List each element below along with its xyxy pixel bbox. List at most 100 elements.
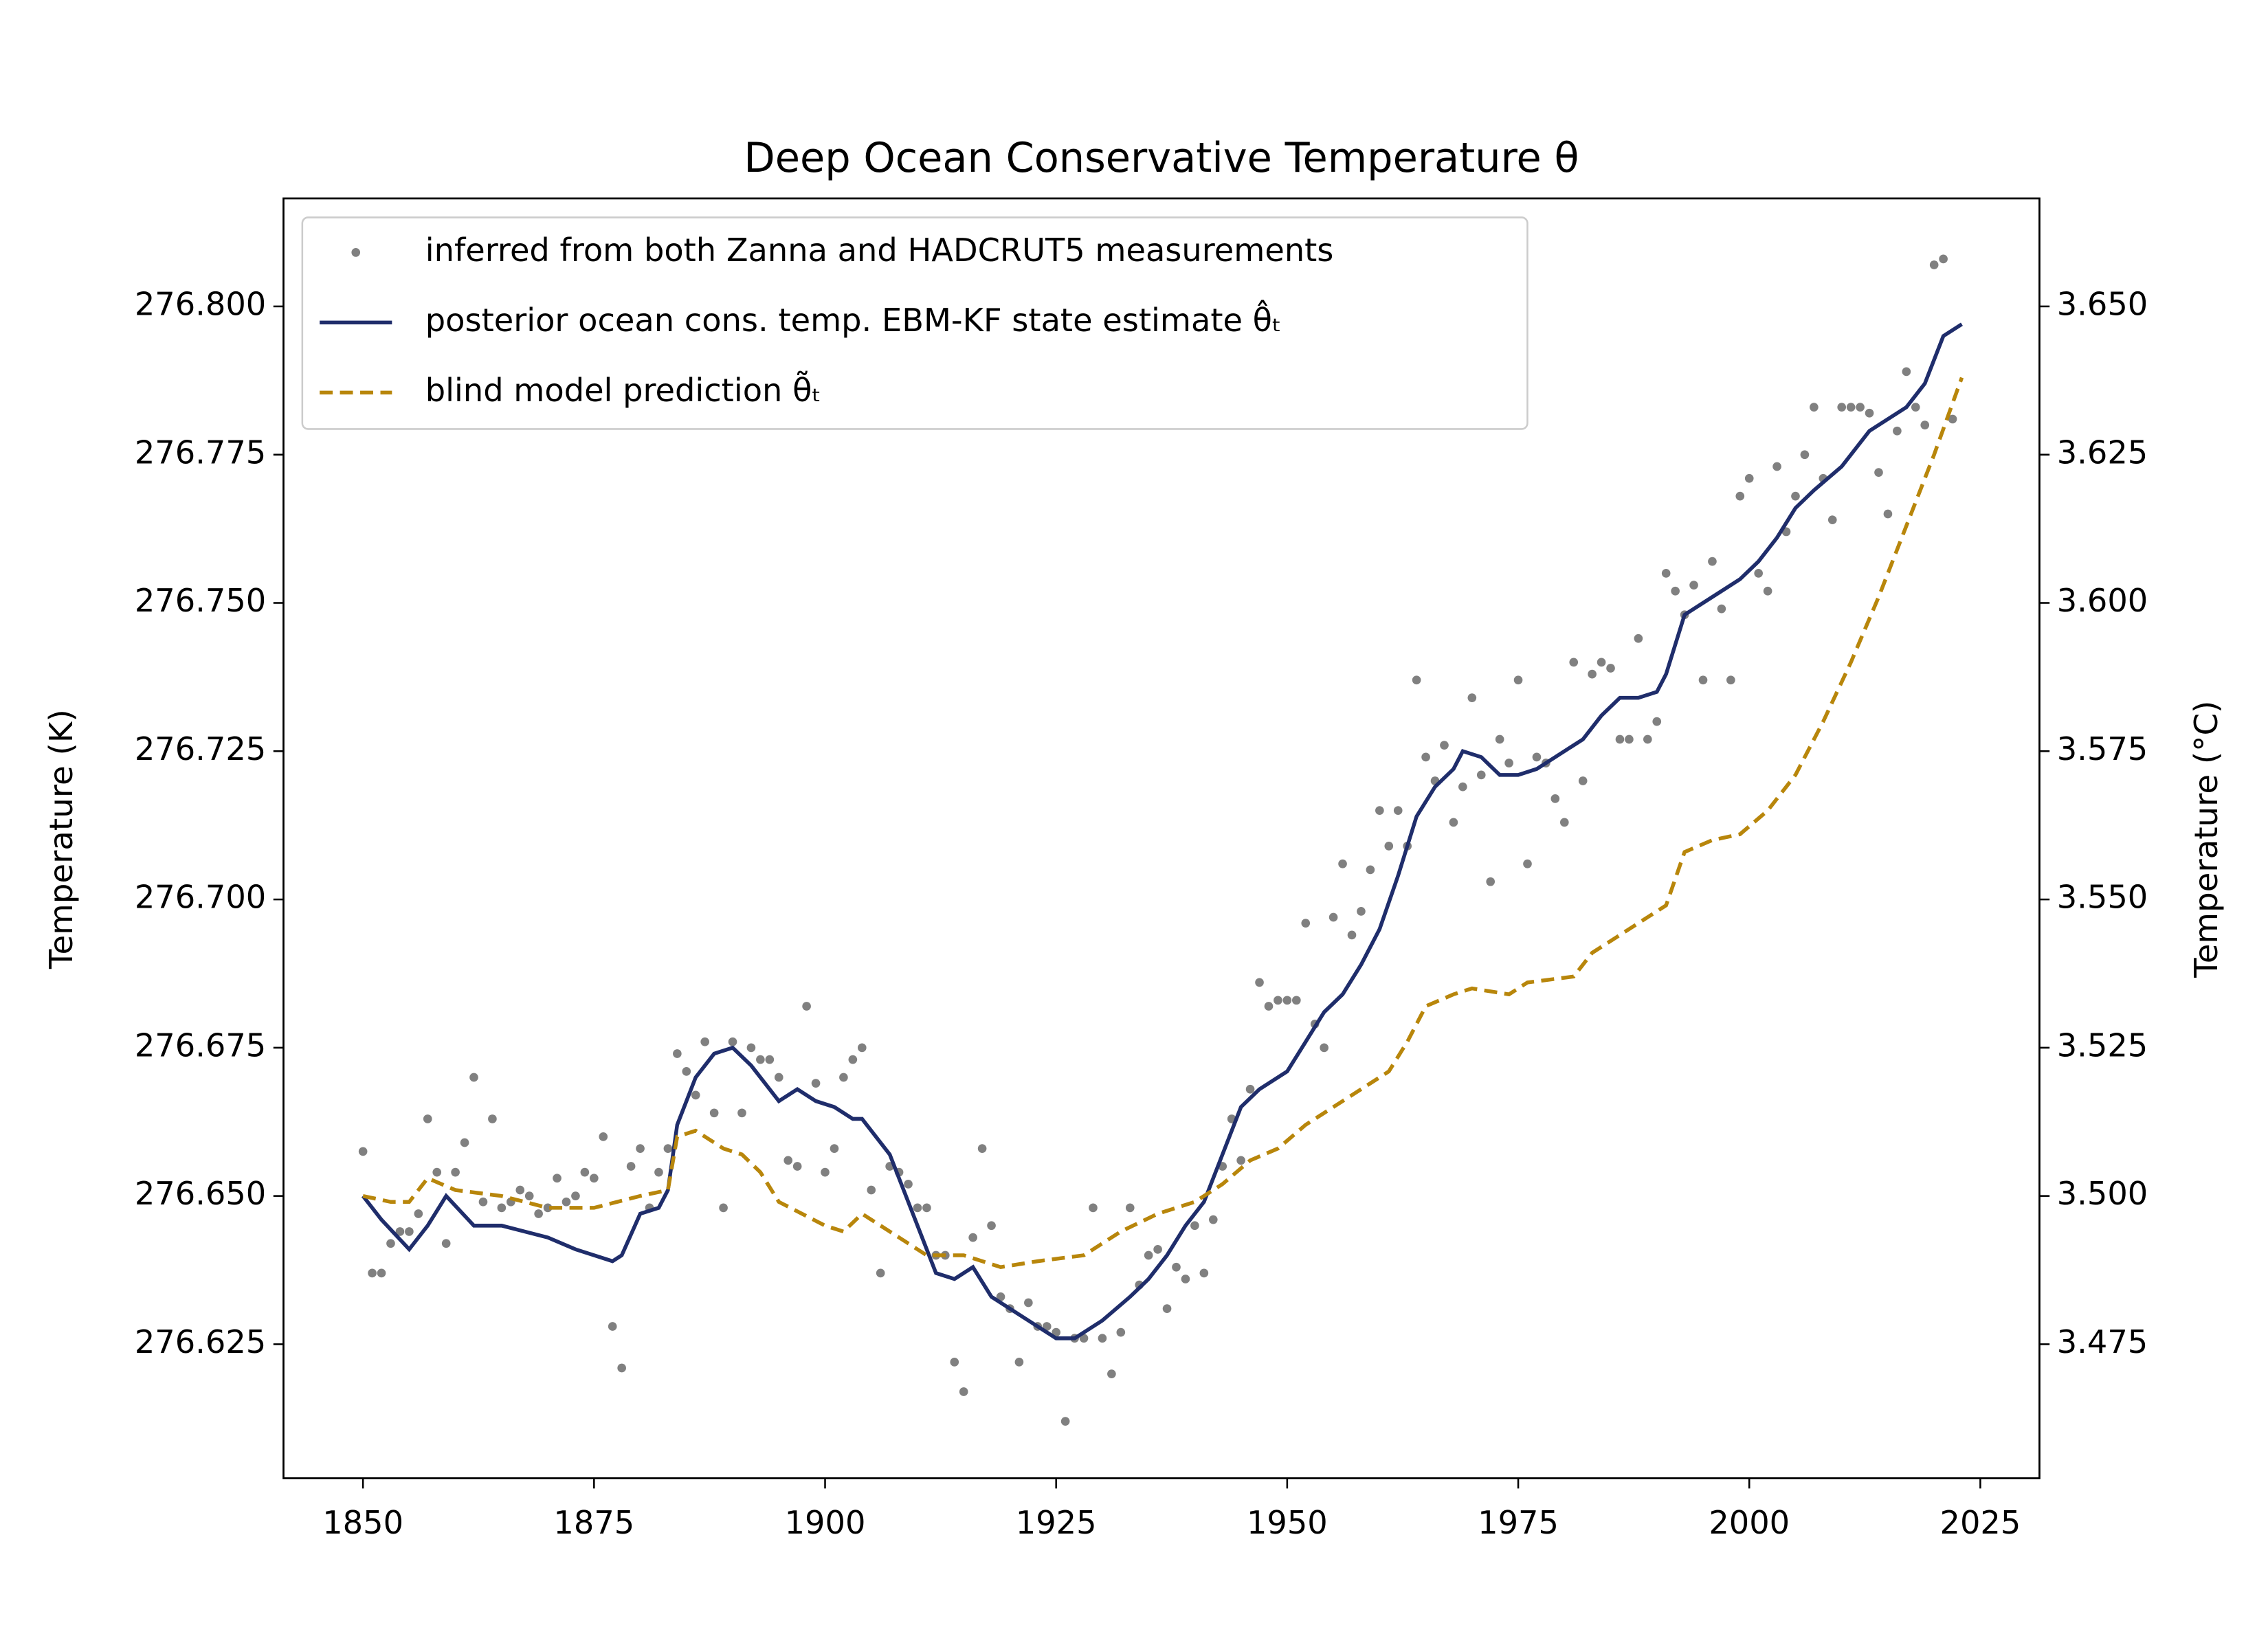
data-point	[1550, 794, 1560, 803]
data-point	[1911, 403, 1920, 412]
data-point	[469, 1073, 478, 1082]
data-point	[1929, 260, 1939, 269]
data-point	[524, 1191, 534, 1201]
data-point	[857, 1043, 867, 1053]
data-point	[1412, 675, 1421, 685]
data-point	[608, 1322, 617, 1331]
data-point	[1744, 473, 1754, 483]
data-point	[460, 1138, 469, 1147]
y2-tick-label: 3.650	[2057, 285, 2148, 322]
data-point	[1625, 734, 1634, 744]
data-point	[1846, 403, 1856, 412]
data-point	[792, 1162, 802, 1171]
y2-tick-label: 3.550	[2057, 878, 2148, 915]
data-point	[1282, 996, 1292, 1005]
data-point	[913, 1203, 922, 1213]
data-point	[1763, 586, 1772, 596]
data-point	[1125, 1203, 1135, 1213]
data-point	[728, 1037, 737, 1046]
data-point	[839, 1073, 848, 1082]
data-point	[1384, 842, 1394, 851]
y2-tick-label: 3.475	[2057, 1323, 2148, 1360]
data-point	[904, 1180, 913, 1189]
data-point	[571, 1191, 580, 1201]
data-point	[811, 1079, 821, 1088]
data-point	[1532, 752, 1542, 762]
legend-box	[301, 216, 1528, 430]
legend-label: posterior ocean cons. temp. EBM-KF state…	[425, 299, 1282, 339]
data-point	[1440, 741, 1449, 750]
data-point	[848, 1055, 858, 1064]
data-point	[1800, 450, 1810, 460]
x-tick-label: 1900	[785, 1504, 866, 1541]
plot-frame	[282, 197, 2041, 1479]
data-point	[1495, 734, 1504, 744]
data-point	[1301, 919, 1311, 928]
data-point	[626, 1162, 636, 1171]
data-point	[709, 1108, 719, 1118]
data-point	[1902, 367, 1911, 377]
data-point	[1634, 633, 1643, 643]
data-point	[1467, 693, 1477, 702]
data-point	[451, 1167, 460, 1177]
data-point	[867, 1185, 876, 1195]
y2-tick-label: 3.575	[2057, 730, 2148, 767]
data-point	[663, 1144, 673, 1153]
data-point	[1098, 1334, 1107, 1343]
data-point	[1014, 1357, 1024, 1367]
data-point	[1236, 1156, 1245, 1165]
data-point	[987, 1221, 996, 1231]
data-point	[1772, 462, 1781, 471]
data-point	[1588, 669, 1597, 679]
data-point	[1264, 1002, 1274, 1011]
data-point	[1827, 515, 1837, 525]
x-tick-label: 1975	[1478, 1504, 1559, 1541]
data-point	[599, 1132, 608, 1141]
x-tick-label: 2025	[1940, 1504, 2021, 1541]
y-tick-label: 276.700	[135, 878, 266, 915]
data-point	[1449, 818, 1458, 827]
data-point	[590, 1174, 599, 1183]
data-point	[821, 1167, 830, 1177]
data-point	[1578, 776, 1588, 785]
data-point	[368, 1268, 377, 1278]
x-tick-label: 1875	[553, 1504, 634, 1541]
y-tick-label: 276.750	[135, 582, 266, 619]
data-point	[922, 1203, 931, 1213]
data-point	[553, 1174, 562, 1183]
data-point	[1513, 675, 1523, 685]
data-point	[968, 1233, 977, 1242]
data-point	[1476, 770, 1486, 780]
series-line	[361, 322, 1963, 1340]
data-point	[1865, 408, 1874, 418]
data-point	[1144, 1250, 1153, 1260]
y-tick-label: 276.800	[135, 285, 266, 322]
data-point	[636, 1144, 645, 1153]
data-point	[654, 1167, 663, 1177]
data-point	[1181, 1275, 1190, 1283]
series-line	[362, 377, 1964, 1270]
y-axis-label: Temperature (K)	[43, 709, 80, 969]
data-point	[1153, 1244, 1162, 1254]
data-point	[617, 1363, 626, 1373]
y2-tick-label: 3.625	[2057, 434, 2148, 471]
data-point	[1458, 782, 1467, 792]
data-point	[1486, 877, 1496, 886]
data-point	[719, 1203, 728, 1213]
data-point	[774, 1073, 783, 1082]
x-tick-label: 1925	[1016, 1504, 1097, 1541]
data-point	[478, 1197, 488, 1207]
legend-marker	[351, 248, 361, 257]
data-point	[1837, 403, 1847, 412]
y-tick-label: 276.675	[135, 1027, 266, 1064]
data-point	[830, 1144, 839, 1153]
legend-label: blind model prediction θ̃ₜ	[425, 370, 821, 409]
data-point	[876, 1268, 885, 1278]
data-point	[1810, 403, 1819, 412]
data-point	[1615, 734, 1625, 744]
data-point	[1024, 1298, 1033, 1308]
data-point	[691, 1090, 700, 1100]
data-point	[1357, 906, 1366, 916]
data-point	[1245, 1084, 1255, 1094]
